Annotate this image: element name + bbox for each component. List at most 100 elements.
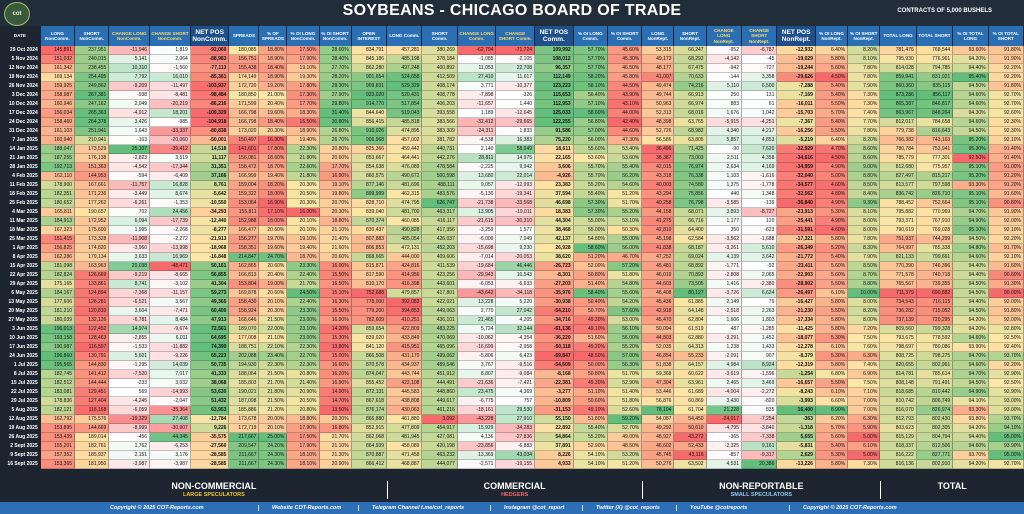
table-cell: 112,953 bbox=[535, 100, 574, 109]
table-cell: -24,311 bbox=[457, 127, 497, 136]
table-cell: -2,225 bbox=[457, 163, 497, 172]
table-cell: 7.50% bbox=[848, 379, 881, 388]
table-cell: 71,425 bbox=[674, 145, 707, 154]
table-cell: 172,720 bbox=[229, 82, 260, 91]
table-cell: 6.40% bbox=[815, 136, 849, 145]
table-cell: 18.80% bbox=[259, 46, 288, 55]
table-cell: 21.80% bbox=[287, 172, 320, 181]
table-cell: 11,053 bbox=[457, 64, 497, 73]
footer-copyright: Copyright © 2025 COT-Reports.com bbox=[803, 505, 897, 511]
section-divider bbox=[880, 481, 882, 499]
table-cell: 18.10% bbox=[287, 451, 320, 460]
table-cell: 860,360 bbox=[880, 82, 917, 91]
table-cell: 785,614 bbox=[916, 370, 954, 379]
table-cell: 178,836 bbox=[40, 397, 76, 406]
table-cell: 909,831 bbox=[351, 82, 388, 91]
table-cell: 11,617 bbox=[496, 73, 536, 82]
table-cell: 490,828 bbox=[387, 226, 423, 235]
table-cell: -35,976 bbox=[535, 289, 574, 298]
table-row: 22 Apr 2025 182,824 126,669 -9,219 -8,665 56,… bbox=[0, 271, 1024, 280]
table-cell: 16.00% bbox=[319, 262, 352, 271]
table-cell: 155,438 bbox=[229, 64, 260, 73]
table-row: 11 Feb 2025 178,900 167,661 -11,757 16,828 8,… bbox=[0, 181, 1024, 190]
column-header: CHANGE LONG Comm. bbox=[457, 26, 497, 46]
table-row: 16 Sept 2025 153,365 181,950 -3,987 -3,987 -2… bbox=[0, 460, 1024, 469]
table-row: 5 Nov 2024 151,032 240,015 5,141 2,064 -88,98… bbox=[0, 55, 1024, 64]
column-header: % OI LONG Comm. bbox=[573, 26, 608, 46]
footer-copyright: Copyright © 2025 COT-Reports.com bbox=[110, 505, 204, 511]
footer-link[interactable]: Telegram Channel t.me/cot_reports bbox=[372, 505, 465, 511]
table-cell: -9,209 bbox=[109, 82, 151, 91]
table-cell: 92.90% bbox=[988, 370, 1024, 379]
table-cell: 28,811 bbox=[457, 154, 497, 163]
table-cell: 144,953 bbox=[75, 172, 110, 181]
table-cell: 8.70% bbox=[848, 271, 881, 280]
table-cell: -594 bbox=[109, 172, 151, 181]
table-cell: 17.80% bbox=[259, 145, 288, 154]
table-cell: 874,047 bbox=[351, 370, 388, 379]
table-cell: 454,917 bbox=[422, 424, 458, 433]
table-cell: 1,416 bbox=[706, 280, 742, 289]
table-cell: 158,987 bbox=[40, 91, 76, 100]
table-cell: 45,470 bbox=[642, 316, 675, 325]
table-cell: -8,379 bbox=[777, 352, 816, 361]
table-cell: 408,778 bbox=[422, 91, 458, 100]
table-cell: 825,366 bbox=[351, 145, 388, 154]
table-cell: -12,319 bbox=[777, 361, 816, 370]
table-cell: 175,600 bbox=[75, 226, 110, 235]
table-cell: 92.50% bbox=[953, 154, 989, 163]
table-cell: 15.50% bbox=[319, 307, 352, 316]
footer-link[interactable]: Instagram @cot_report bbox=[504, 505, 565, 511]
table-cell: 31,351 bbox=[190, 163, 230, 172]
table-cell: 8.60% bbox=[848, 154, 881, 163]
table-cell: -34,283 bbox=[496, 424, 536, 433]
table-cell: 45,436 bbox=[642, 298, 675, 307]
row-date: 17 Jun 2025 bbox=[0, 343, 41, 352]
table-cell: -5,219 bbox=[777, 136, 816, 145]
table-cell: 7.30% bbox=[848, 100, 881, 109]
table-cell: 58.60% bbox=[573, 109, 608, 118]
table-cell: 159,004 bbox=[229, 181, 260, 190]
table-cell: 873,286 bbox=[880, 91, 917, 100]
table-cell: -19,244 bbox=[777, 64, 816, 73]
row-date: 25 Mar 2025 bbox=[0, 235, 41, 244]
table-cell: 422,108 bbox=[387, 379, 423, 388]
column-header: TOTAL SHORT bbox=[916, 26, 954, 46]
table-cell: 160,946 bbox=[40, 100, 76, 109]
table-cell: 21.00% bbox=[259, 91, 288, 100]
table-cell: 16.00% bbox=[287, 208, 320, 217]
table-cell: 13,369 bbox=[457, 451, 497, 460]
table-cell: 464,441 bbox=[387, 154, 423, 163]
table-cell: 63,953 bbox=[190, 406, 230, 415]
table-cell: 3,642 bbox=[741, 253, 778, 262]
table-cell: 92.20% bbox=[988, 64, 1024, 73]
table-cell: -6,053 bbox=[457, 280, 497, 289]
table-cell: 185,937 bbox=[75, 451, 110, 460]
footer-link[interactable]: Twitter (X) @cot_reports bbox=[596, 505, 660, 511]
footer-link[interactable]: Website COT-Reports.com bbox=[272, 505, 342, 511]
table-cell: 817,590 bbox=[351, 271, 388, 280]
table-cell: 795,930 bbox=[880, 55, 917, 64]
table-cell: 420,198 bbox=[422, 442, 458, 451]
table-cell: 8.00% bbox=[848, 316, 881, 325]
table-cell: 5.80% bbox=[815, 361, 849, 370]
table-cell: 23.40% bbox=[259, 352, 288, 361]
footer-link[interactable]: YouTube @cotreports bbox=[690, 505, 748, 511]
table-cell: 5.50% bbox=[815, 379, 849, 388]
table-cell: 4.90% bbox=[815, 199, 849, 208]
table-cell: 436,101 bbox=[422, 316, 458, 325]
table-cell: 61,519 bbox=[674, 325, 707, 334]
table-cell: 50,610 bbox=[674, 424, 707, 433]
table-cell: 18.10% bbox=[287, 460, 320, 469]
table-cell: 51,432 bbox=[190, 397, 230, 406]
table-cell: 188,064 bbox=[229, 370, 260, 379]
column-header: OPEN INTEREST bbox=[351, 26, 388, 46]
table-cell: 4,169 bbox=[741, 163, 778, 172]
table-cell: -12,278 bbox=[777, 343, 816, 352]
table-cell: 38,468 bbox=[535, 226, 574, 235]
table-cell: -22,903 bbox=[777, 271, 816, 280]
table-cell: 173,328 bbox=[75, 235, 110, 244]
table-cell: 94.60% bbox=[953, 361, 989, 370]
table-cell: -26,497 bbox=[777, 289, 816, 298]
table-cell: 179,134 bbox=[75, 253, 110, 262]
